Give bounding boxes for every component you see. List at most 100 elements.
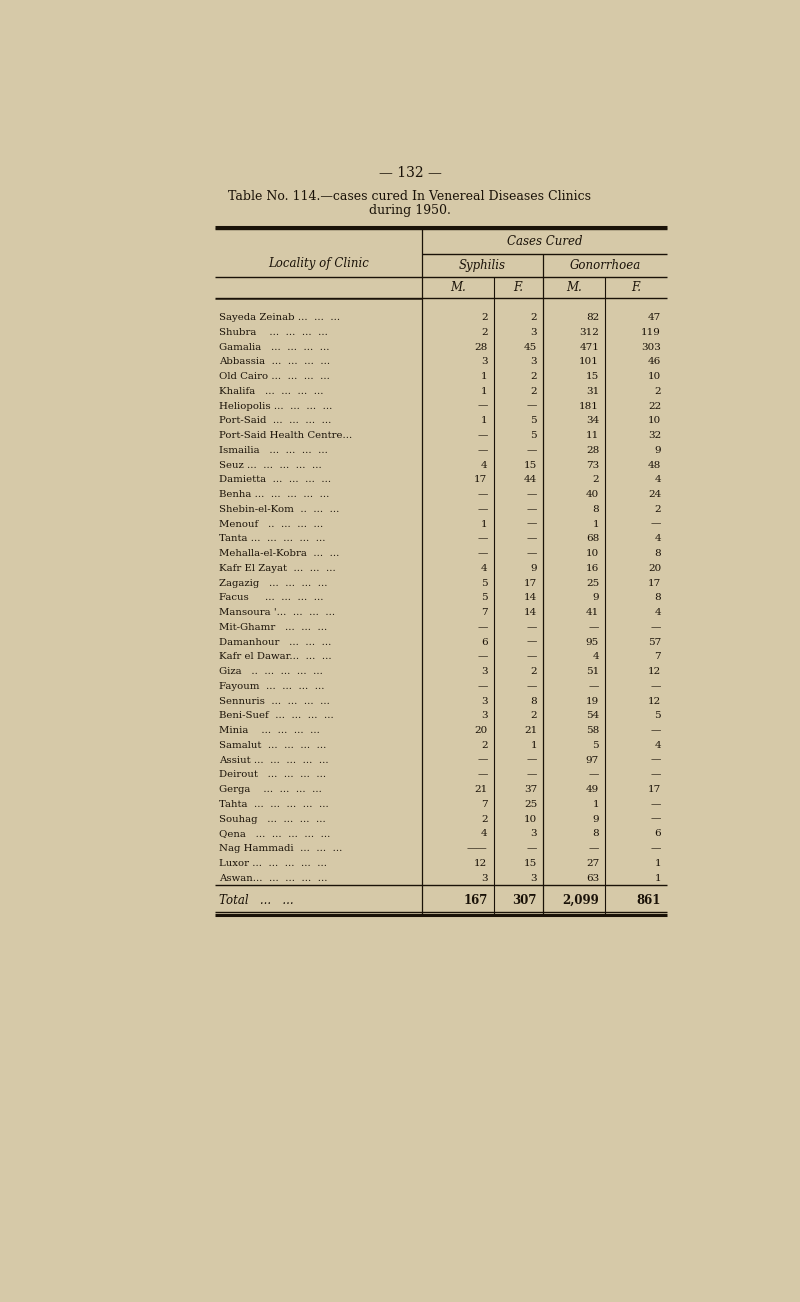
Text: 20: 20 <box>474 727 487 736</box>
Text: 24: 24 <box>648 490 661 499</box>
Text: Kafr el Dawar...  ...  ...: Kafr el Dawar... ... ... <box>219 652 332 661</box>
Text: —: — <box>477 401 487 410</box>
Text: 8: 8 <box>654 549 661 559</box>
Text: 15: 15 <box>586 372 599 381</box>
Text: 2: 2 <box>530 387 537 396</box>
Text: 2: 2 <box>530 711 537 720</box>
Text: Nag Hammadi  ...  ...  ...: Nag Hammadi ... ... ... <box>219 844 342 853</box>
Text: Shebin-el-Kom  ..  ...  ...: Shebin-el-Kom .. ... ... <box>219 505 340 514</box>
Text: 2: 2 <box>654 505 661 514</box>
Text: Samalut  ...  ...  ...  ...: Samalut ... ... ... ... <box>219 741 326 750</box>
Text: Assiut ...  ...  ...  ...  ...: Assiut ... ... ... ... ... <box>219 755 329 764</box>
Text: 3: 3 <box>481 874 487 883</box>
Text: —: — <box>589 771 599 780</box>
Text: 861: 861 <box>637 893 661 906</box>
Text: 51: 51 <box>586 667 599 676</box>
Text: 82: 82 <box>586 312 599 322</box>
Text: 8: 8 <box>593 829 599 838</box>
Text: Facus     ...  ...  ...  ...: Facus ... ... ... ... <box>219 594 324 603</box>
Text: 4: 4 <box>481 829 487 838</box>
Text: Heliopolis ...  ...  ...  ...: Heliopolis ... ... ... ... <box>219 401 333 410</box>
Text: 2: 2 <box>481 815 487 824</box>
Text: Table No. 114.—cases cured In Venereal Diseases Clinics: Table No. 114.—cases cured In Venereal D… <box>229 190 591 203</box>
Text: 8: 8 <box>593 505 599 514</box>
Text: Shubra    ...  ...  ...  ...: Shubra ... ... ... ... <box>219 328 328 337</box>
Text: 181: 181 <box>579 401 599 410</box>
Text: 119: 119 <box>642 328 661 337</box>
Text: — 132 —: — 132 — <box>378 167 442 180</box>
Text: 48: 48 <box>648 461 661 470</box>
Text: —: — <box>650 519 661 529</box>
Text: 25: 25 <box>524 799 537 809</box>
Text: 8: 8 <box>654 594 661 603</box>
Text: 7: 7 <box>654 652 661 661</box>
Text: Syphilis: Syphilis <box>459 259 506 272</box>
Text: 6: 6 <box>481 638 487 647</box>
Text: —: — <box>650 815 661 824</box>
Text: Gerga    ...  ...  ...  ...: Gerga ... ... ... ... <box>219 785 322 794</box>
Text: 1: 1 <box>593 519 599 529</box>
Text: Total   ...   ...: Total ... ... <box>219 893 294 906</box>
Text: 4: 4 <box>593 652 599 661</box>
Text: Seuz ...  ...  ...  ...  ...: Seuz ... ... ... ... ... <box>219 461 322 470</box>
Text: 17: 17 <box>474 475 487 484</box>
Text: 19: 19 <box>586 697 599 706</box>
Text: 7: 7 <box>481 608 487 617</box>
Text: 3: 3 <box>530 874 537 883</box>
Text: —: — <box>526 549 537 559</box>
Text: —: — <box>650 771 661 780</box>
Text: —: — <box>477 490 487 499</box>
Text: 20: 20 <box>648 564 661 573</box>
Text: 2: 2 <box>530 312 537 322</box>
Text: 1: 1 <box>481 372 487 381</box>
Text: —: — <box>526 844 537 853</box>
Text: 5: 5 <box>530 431 537 440</box>
Text: —: — <box>526 505 537 514</box>
Text: 9: 9 <box>593 815 599 824</box>
Text: Damietta  ...  ...  ...  ...: Damietta ... ... ... ... <box>219 475 331 484</box>
Text: 3: 3 <box>481 711 487 720</box>
Text: 1: 1 <box>593 799 599 809</box>
Text: 95: 95 <box>586 638 599 647</box>
Text: 46: 46 <box>648 357 661 366</box>
Text: Zagazig   ...  ...  ...  ...: Zagazig ... ... ... ... <box>219 578 328 587</box>
Text: Port-Said Health Centre...: Port-Said Health Centre... <box>219 431 353 440</box>
Text: 10: 10 <box>648 417 661 426</box>
Text: —: — <box>526 652 537 661</box>
Text: —: — <box>526 755 537 764</box>
Text: Damanhour   ...  ...  ...: Damanhour ... ... ... <box>219 638 332 647</box>
Text: M.: M. <box>450 281 466 294</box>
Text: 73: 73 <box>586 461 599 470</box>
Text: 307: 307 <box>513 893 537 906</box>
Text: 5: 5 <box>481 578 487 587</box>
Text: 3: 3 <box>530 328 537 337</box>
Text: 45: 45 <box>524 342 537 352</box>
Text: Abbassia  ...  ...  ...  ...: Abbassia ... ... ... ... <box>219 357 330 366</box>
Text: 54: 54 <box>586 711 599 720</box>
Text: 4: 4 <box>481 461 487 470</box>
Text: Old Cairo ...  ...  ...  ...: Old Cairo ... ... ... ... <box>219 372 330 381</box>
Text: 5: 5 <box>593 741 599 750</box>
Text: —: — <box>477 549 487 559</box>
Text: Gonorrhoea: Gonorrhoea <box>570 259 641 272</box>
Text: Gamalia   ...  ...  ...  ...: Gamalia ... ... ... ... <box>219 342 330 352</box>
Text: Sennuris  ...  ...  ...  ...: Sennuris ... ... ... ... <box>219 697 330 706</box>
Text: 63: 63 <box>586 874 599 883</box>
Text: 2: 2 <box>481 312 487 322</box>
Text: 2: 2 <box>530 667 537 676</box>
Text: Ismailia   ...  ...  ...  ...: Ismailia ... ... ... ... <box>219 445 328 454</box>
Text: 2: 2 <box>593 475 599 484</box>
Text: M.: M. <box>566 281 582 294</box>
Text: —: — <box>526 638 537 647</box>
Text: 14: 14 <box>524 594 537 603</box>
Text: —: — <box>477 431 487 440</box>
Text: Tahta  ...  ...  ...  ...  ...: Tahta ... ... ... ... ... <box>219 799 329 809</box>
Text: during 1950.: during 1950. <box>369 203 451 216</box>
Text: 44: 44 <box>524 475 537 484</box>
Text: 2: 2 <box>654 387 661 396</box>
Text: 31: 31 <box>586 387 599 396</box>
Text: 3: 3 <box>530 829 537 838</box>
Text: 7: 7 <box>481 799 487 809</box>
Text: 6: 6 <box>654 829 661 838</box>
Text: —: — <box>650 727 661 736</box>
